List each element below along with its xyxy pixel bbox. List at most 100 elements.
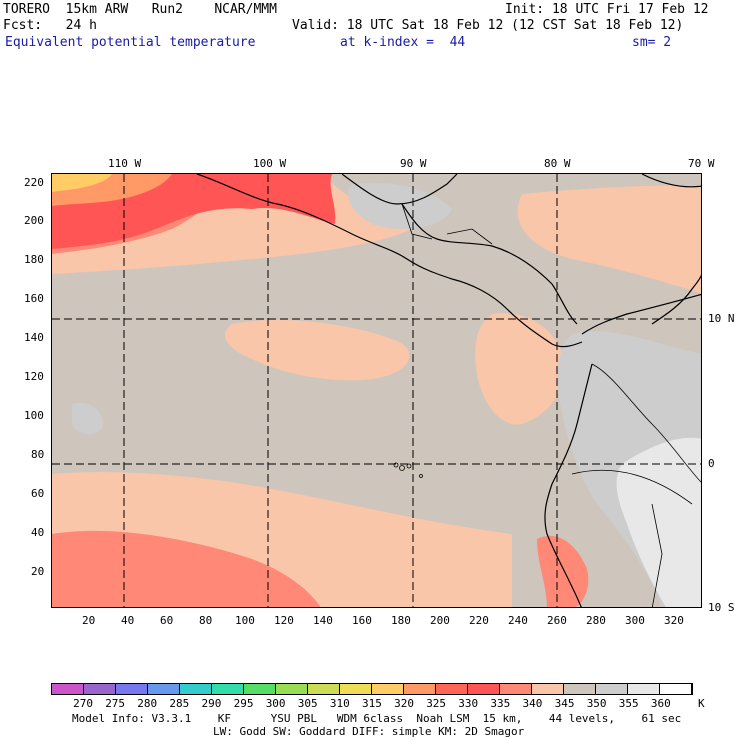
grid-y-label: 60 (31, 487, 45, 500)
colorbar-cell (52, 684, 84, 694)
colorbar-label: 355 (618, 697, 639, 710)
colorbar-cell (436, 684, 468, 694)
grid-x-label: 80 (199, 614, 213, 627)
grid-y-label: 200 (24, 214, 44, 227)
grid-x-label: 200 (430, 614, 450, 627)
cool-patch-gulf (348, 182, 452, 229)
lon-label: 90 W (400, 157, 427, 170)
grid-x-label: 220 (469, 614, 489, 627)
warm-patch-east (475, 313, 565, 425)
grid-y-label: 120 (24, 370, 44, 383)
grid-y-label: 160 (24, 292, 44, 305)
colorbar-label: 345 (554, 697, 575, 710)
colorbar-cell (596, 684, 628, 694)
grid-x-label: 60 (160, 614, 174, 627)
cold-patch-amazon (616, 437, 701, 607)
colorbar-label: 270 (73, 697, 93, 710)
grid-x-label: 320 (664, 614, 684, 627)
colorbar-cell (372, 684, 404, 694)
lon-label: 100 W (253, 157, 287, 170)
grid-y-label: 140 (24, 331, 44, 344)
grid-x-label: 260 (547, 614, 567, 627)
colorbar-cell (148, 684, 180, 694)
grid-y-label: 40 (31, 526, 45, 539)
galapagos-islands (393, 462, 423, 478)
lat-label: 10 N (708, 312, 735, 325)
warm-patch-northeast (517, 185, 701, 294)
colorbar-label: 310 (329, 697, 350, 710)
colorbar-cell (276, 684, 308, 694)
field-name: Equivalent potential temperature (5, 35, 256, 50)
grid-x-label: 240 (508, 614, 528, 627)
grid-y-label: 20 (31, 565, 45, 578)
colorbar-label: 340 (522, 697, 543, 710)
colorbar-cell (468, 684, 500, 694)
colorbar-cell (84, 684, 116, 694)
field-smoothing: sm= 2 (632, 35, 672, 50)
colorbar-label: 285 (169, 697, 190, 710)
coastlines (196, 174, 701, 607)
colorbar-cell (532, 684, 564, 694)
grid-y-label: 80 (31, 448, 45, 461)
grid-x-label: 180 (391, 614, 411, 627)
header-valid-time: Valid: 18 UTC Sat 18 Feb 12 (12 CST Sat … (292, 18, 684, 33)
colorbar-label: 275 (105, 697, 126, 710)
hot-region-south (52, 530, 321, 607)
colorbar-label: 360 (650, 697, 671, 710)
grid-x-label: 160 (352, 614, 372, 627)
warmest-core (52, 174, 112, 192)
lon-label: 80 W (544, 157, 571, 170)
colorbar-cell (340, 684, 372, 694)
warm-patch-central (224, 319, 410, 381)
header-init-time: Init: 18 UTC Fri 17 Feb 12 (505, 2, 709, 17)
colorbar-label: 305 (297, 697, 318, 710)
colorbar-cell (180, 684, 212, 694)
latlon-grid (52, 174, 701, 607)
colorbar-label: 280 (137, 697, 158, 710)
grid-x-label: 300 (625, 614, 645, 627)
colorbar-label: 300 (265, 697, 286, 710)
colorbar-cell (564, 684, 596, 694)
colorbar-label: 350 (586, 697, 607, 710)
colorbar (51, 683, 693, 695)
colorbar-label: 335 (490, 697, 511, 710)
grid-x-label: 280 (586, 614, 606, 627)
grid-x-label: 40 (121, 614, 135, 627)
header-forecast-hour: Fcst: 24 h (3, 18, 97, 33)
map-canvas (52, 174, 701, 607)
grid-y-label: 220 (24, 176, 44, 189)
grid-y-label: 180 (24, 253, 44, 266)
colorbar-label: 290 (201, 697, 222, 710)
colorbar-label: 295 (233, 697, 254, 710)
field-level: at k-index = 44 (340, 35, 466, 50)
colorbar-label: 330 (458, 697, 479, 710)
colorbar-cell (244, 684, 276, 694)
borders (401, 203, 701, 607)
colorbar-cell (628, 684, 660, 694)
model-info: Model Info: V3.3.1 KF YSU PBL WDM 6class… (72, 712, 682, 725)
grid-x-label: 20 (82, 614, 96, 627)
lat-label: 0 (708, 457, 715, 470)
lon-label: 70 W (688, 157, 715, 170)
grid-x-label: 100 (235, 614, 255, 627)
theta-e-map (51, 173, 702, 608)
grid-y-label: 100 (24, 409, 44, 422)
lat-label: 10 S (708, 601, 735, 614)
grid-x-label: 140 (313, 614, 333, 627)
colorbar-cell (116, 684, 148, 694)
header-run-info: TORERO 15km ARW Run2 NCAR/MMM (3, 2, 277, 17)
cool-patch-west (72, 403, 103, 435)
hot-region-peru (537, 535, 589, 607)
colorbar-cell (404, 684, 436, 694)
colorbar-cell (212, 684, 244, 694)
colorbar-cell (500, 684, 532, 694)
colorbar-unit: K (698, 697, 705, 710)
colorbar-label: 320 (394, 697, 414, 710)
physics-info: LW: Godd SW: Goddard DIFF: simple KM: 2D… (213, 725, 525, 738)
colorbar-cell (660, 684, 692, 694)
lon-label: 110 W (108, 157, 142, 170)
colorbar-label: 315 (362, 697, 382, 710)
colorbar-label: 325 (426, 697, 447, 710)
colorbar-cell (308, 684, 340, 694)
grid-x-label: 120 (274, 614, 294, 627)
